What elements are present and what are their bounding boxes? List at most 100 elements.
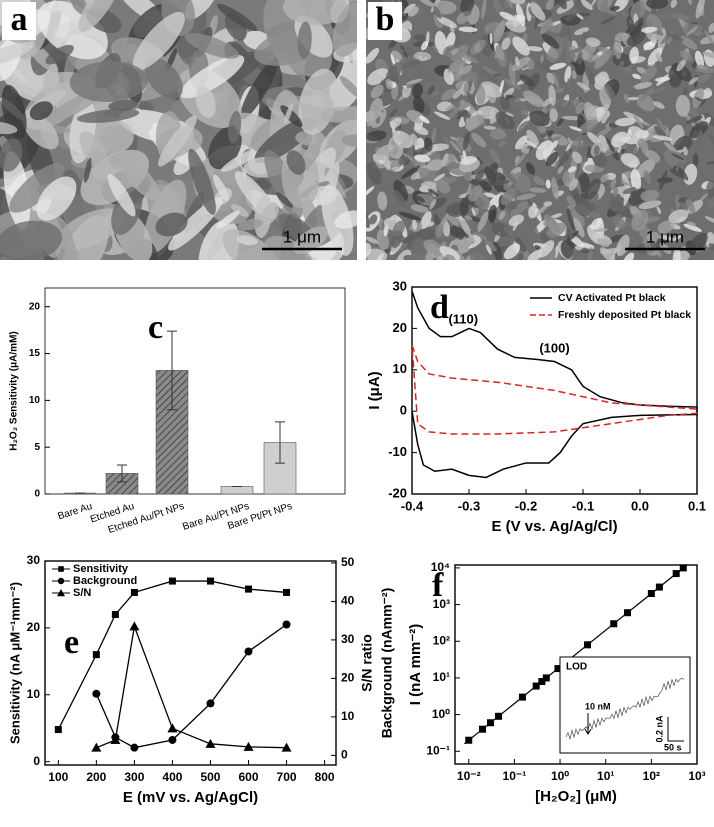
grain [646,0,669,9]
y-tick-label: 0 [33,754,40,768]
grain [708,22,714,33]
grain [694,50,705,69]
grain [600,247,621,254]
grain [650,146,665,161]
grain [641,121,650,126]
x-tick-label: 100 [48,770,68,784]
grain [471,208,476,217]
grain [412,83,423,99]
grain [585,37,601,47]
grain [577,154,586,176]
grain [545,0,555,11]
grain [240,57,279,120]
grain [687,106,699,117]
grain [412,219,417,231]
grain [628,188,648,206]
y-tick-label: 0 [34,489,40,500]
grain [528,205,538,219]
grain [666,35,673,45]
marker [92,651,100,659]
x-tick-label: Bare Au [56,501,93,522]
grain [571,70,577,80]
grain [640,66,658,83]
y-tick-label: 10 [393,361,407,376]
grain [630,87,636,98]
grain [688,33,698,38]
plot-frame [44,287,346,495]
grain [549,62,567,70]
grain [237,218,264,231]
grain [708,133,714,146]
grain [10,66,27,83]
y-tick-label: 15 [29,348,41,359]
grain [696,246,710,260]
label-box [2,2,36,40]
marker [168,735,177,744]
marker [672,570,680,578]
grain [692,152,699,168]
grain [705,87,713,95]
grain [640,26,658,33]
grain [473,235,482,243]
grain [643,236,652,257]
grain [525,162,536,175]
marker [283,588,291,596]
grain [195,86,216,118]
grain [390,53,396,67]
grain [706,182,714,190]
grain [442,153,449,166]
grain [485,244,492,255]
grain [567,137,573,147]
y-tick-label: 0 [400,403,407,418]
grain [590,0,598,7]
grain [622,252,635,260]
grain [474,168,485,182]
y-axis-label: Sensitivity (nA μM⁻¹mm⁻²) [7,582,22,744]
grain [578,173,590,193]
grain [239,177,260,192]
grain [533,202,550,218]
grain [676,59,686,72]
grain [632,113,644,129]
panel-label: a [11,1,28,38]
grain [580,242,594,250]
grain [515,236,526,253]
grain [459,156,478,165]
grain [511,56,530,72]
grain [487,204,497,222]
x-tick-label: 0.0 [631,498,649,513]
grain [280,105,303,128]
grain [83,157,92,183]
grain [284,103,293,124]
y2-tick-label: 10 [341,709,355,723]
grain [293,226,329,255]
grain [407,6,419,17]
grain [9,163,65,213]
grain [614,117,636,127]
grain [398,211,421,221]
grain [460,236,466,246]
grain [594,49,612,69]
panel-label: f [432,567,444,604]
sem-image [0,0,357,260]
grain [612,185,619,198]
grain [704,216,714,224]
y-tick-label: 10 [27,687,41,701]
grain [462,150,467,159]
grain [383,155,391,171]
data-line [57,580,287,730]
y-tick-label: 20 [27,620,41,634]
grain [69,61,149,103]
y2-tick-label: 20 [341,671,355,685]
grain [332,1,357,57]
grain [447,106,460,121]
grain [699,193,709,202]
grain [484,240,497,252]
marker [554,665,562,673]
grain [555,100,576,115]
grain [560,240,573,259]
grain [526,129,539,146]
grain [527,46,543,52]
grain [630,168,642,192]
